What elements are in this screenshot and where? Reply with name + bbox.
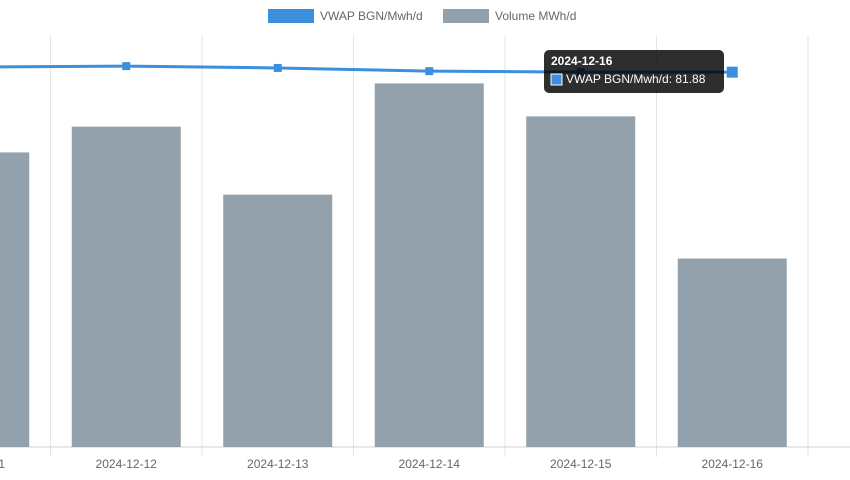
point[interactable] — [273, 63, 282, 72]
legend-label[interactable]: Volume MWh/d — [495, 9, 576, 23]
x-tick-label: 2024-12-11 — [0, 457, 5, 471]
x-tick-label: 2024-12-12 — [96, 457, 158, 471]
legend-label[interactable]: VWAP BGN/Mwh/d — [320, 9, 423, 23]
bar[interactable] — [677, 258, 787, 447]
x-tick-label: 2024-12-15 — [550, 457, 612, 471]
bar[interactable] — [0, 152, 30, 448]
legend: VWAP BGN/Mwh/d Volume MWh/d — [268, 9, 576, 23]
tooltip: 2024-12-16 VWAP BGN/Mwh/d: 81.88 — [544, 50, 724, 93]
legend-swatch[interactable] — [443, 9, 489, 23]
tooltip-title: 2024-12-16 — [551, 54, 613, 68]
bar[interactable] — [223, 194, 333, 447]
x-tick-label: 2024-12-13 — [247, 457, 309, 471]
point[interactable] — [425, 67, 434, 76]
tooltip-box — [544, 50, 724, 93]
legend-swatch[interactable] — [268, 9, 314, 23]
x-tick-label: 2024-12-14 — [399, 457, 461, 471]
x-tick-label: 2024-12-16 — [702, 457, 764, 471]
bar[interactable] — [526, 116, 636, 448]
point[interactable] — [726, 66, 738, 78]
bar[interactable] — [374, 83, 484, 447]
tooltip-label: VWAP BGN/Mwh/d: 81.88 — [566, 72, 706, 86]
point[interactable] — [122, 62, 131, 71]
tooltip-swatch — [550, 73, 563, 86]
bar[interactable] — [71, 126, 181, 448]
